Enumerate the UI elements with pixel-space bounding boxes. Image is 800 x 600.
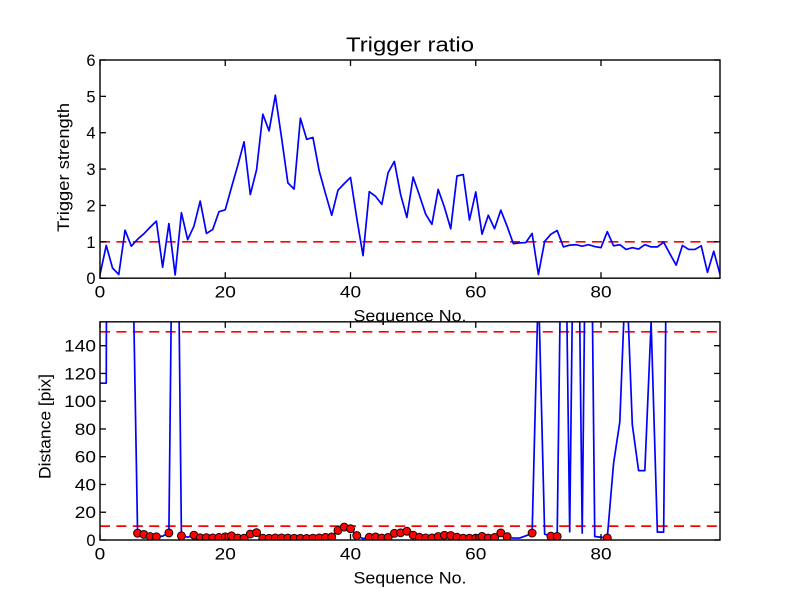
svg-text:20: 20 bbox=[215, 546, 236, 564]
svg-text:40: 40 bbox=[340, 546, 361, 564]
svg-text:3: 3 bbox=[86, 161, 95, 179]
svg-text:Trigger ratio: Trigger ratio bbox=[346, 35, 474, 57]
svg-text:40: 40 bbox=[75, 476, 96, 494]
svg-text:0: 0 bbox=[86, 532, 95, 550]
svg-text:20: 20 bbox=[215, 284, 236, 302]
svg-text:60: 60 bbox=[75, 449, 96, 467]
svg-text:5: 5 bbox=[86, 88, 95, 106]
svg-text:80: 80 bbox=[75, 421, 96, 439]
svg-text:2: 2 bbox=[86, 197, 95, 215]
svg-text:80: 80 bbox=[590, 546, 611, 564]
svg-text:4: 4 bbox=[86, 125, 95, 143]
svg-text:20: 20 bbox=[75, 504, 96, 522]
svg-text:80: 80 bbox=[590, 284, 611, 302]
svg-text:Distance [pix]: Distance [pix] bbox=[37, 374, 55, 479]
svg-text:0: 0 bbox=[95, 546, 106, 564]
svg-text:6: 6 bbox=[86, 52, 95, 70]
svg-text:Sequence No.: Sequence No. bbox=[354, 308, 467, 326]
svg-text:140: 140 bbox=[64, 338, 96, 356]
svg-text:0: 0 bbox=[95, 284, 106, 302]
svg-text:120: 120 bbox=[64, 365, 96, 383]
svg-text:100: 100 bbox=[64, 393, 96, 411]
svg-text:40: 40 bbox=[340, 284, 361, 302]
svg-text:60: 60 bbox=[465, 284, 486, 302]
svg-text:1: 1 bbox=[86, 234, 95, 252]
svg-text:0: 0 bbox=[86, 270, 95, 288]
svg-text:Sequence No.: Sequence No. bbox=[354, 569, 467, 587]
svg-text:Trigger strength: Trigger strength bbox=[55, 103, 73, 232]
svg-text:60: 60 bbox=[465, 546, 486, 564]
